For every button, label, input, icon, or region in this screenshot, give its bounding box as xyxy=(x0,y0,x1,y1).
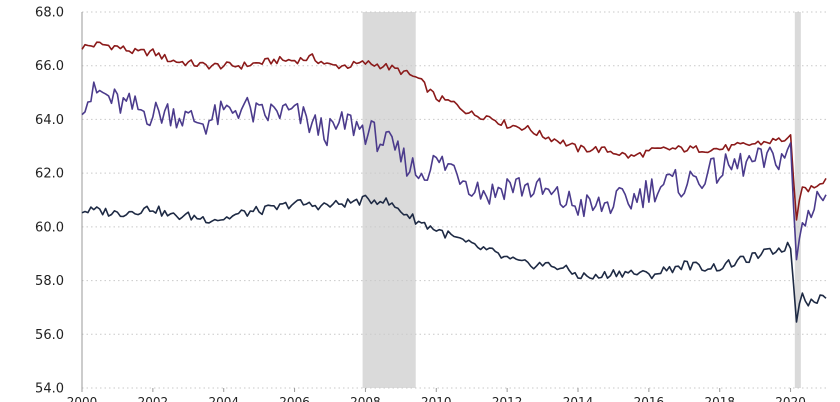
x-tick-label: 2010 xyxy=(421,395,452,402)
y-tick-label: 68.0 xyxy=(35,6,64,21)
y-tick-label: 56.0 xyxy=(35,328,64,343)
recession-band-2 xyxy=(794,12,801,388)
series-line-2 xyxy=(81,81,827,261)
series-lines-group xyxy=(81,41,827,323)
x-tick-label: 2018 xyxy=(704,395,735,402)
y-tick-label: 58.0 xyxy=(35,274,64,289)
series-line-3 xyxy=(81,194,827,323)
y-tick-label: 62.0 xyxy=(35,167,64,182)
x-axis-ticks-group: 2000 2002 2004 2006 2008 2010 2012 2014 2016 2018… xyxy=(67,388,806,402)
y-axis-ticks-group: 54.0 56.0 58.0 60.0 62.0 64.0 66.0 68.0 xyxy=(35,6,64,397)
x-tick-label: 2016 xyxy=(634,395,665,402)
gridlines-group xyxy=(82,11,826,389)
x-tick-label: 2020 xyxy=(775,395,806,402)
x-tick-label: 2012 xyxy=(492,395,523,402)
x-tick-label: 2004 xyxy=(208,395,239,402)
x-tick-label: 2014 xyxy=(563,395,594,402)
y-tick-label: 66.0 xyxy=(35,59,64,74)
recession-band-1 xyxy=(362,12,416,388)
x-tick-label: 2002 xyxy=(138,395,169,402)
x-tick-label: 2008 xyxy=(350,395,381,402)
series-line-1 xyxy=(81,41,827,221)
y-tick-label: 64.0 xyxy=(35,113,64,128)
x-tick-label: 2000 xyxy=(67,395,98,402)
y-tick-label: 54.0 xyxy=(35,382,64,397)
y-tick-label: 60.0 xyxy=(35,220,64,235)
x-tick-label: 2006 xyxy=(279,395,310,402)
recession-shading-group xyxy=(362,12,801,388)
